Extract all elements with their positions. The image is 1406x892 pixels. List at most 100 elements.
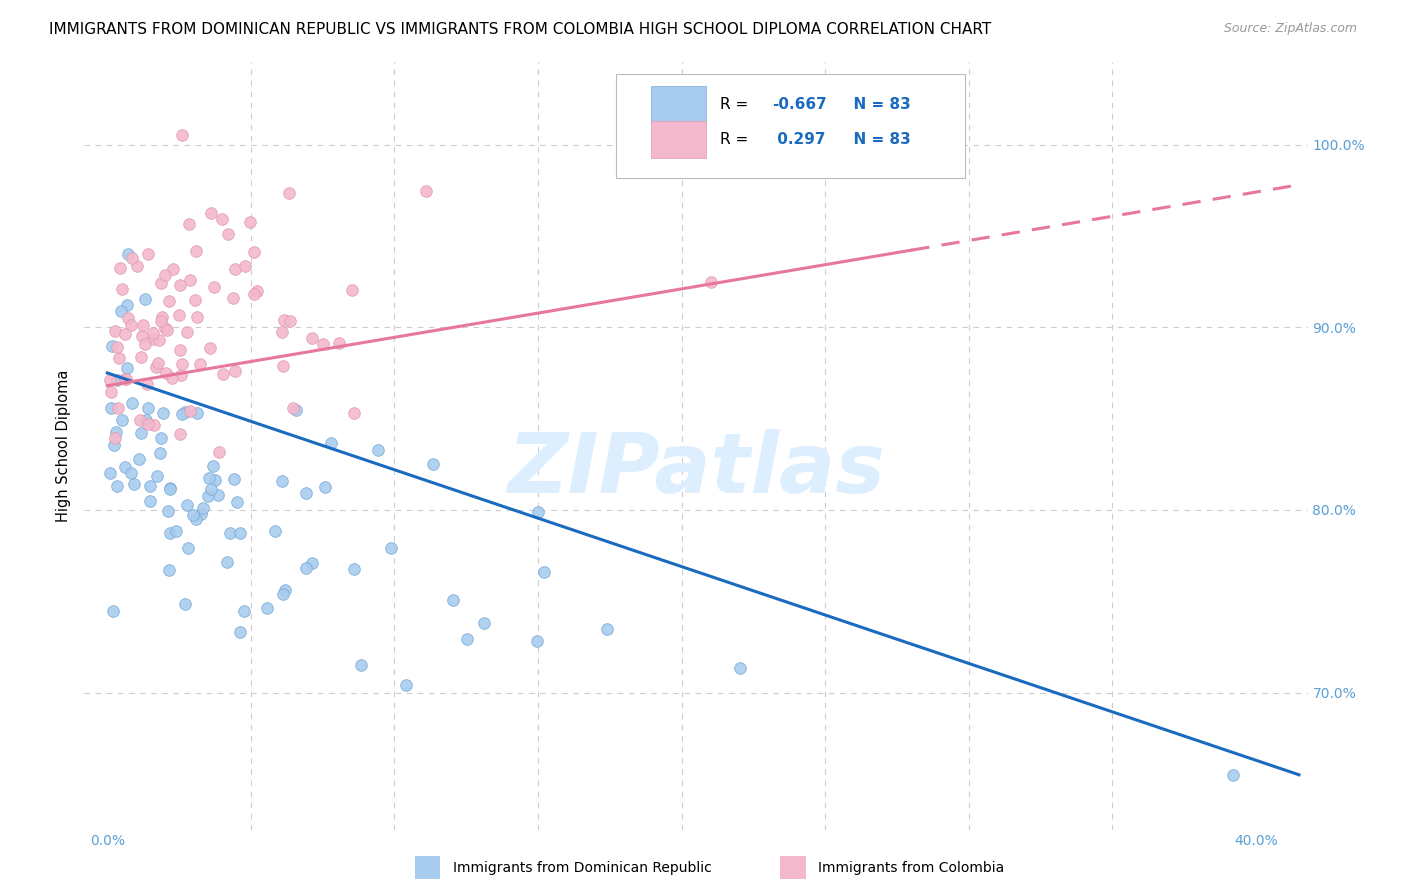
Point <box>328 336 350 351</box>
Point <box>215 555 238 569</box>
Point <box>169 277 191 292</box>
Point <box>121 396 143 410</box>
Point <box>246 284 269 298</box>
Point <box>120 466 142 480</box>
Point <box>301 556 323 570</box>
Point <box>197 489 219 503</box>
Point <box>186 512 208 526</box>
Point <box>533 565 555 579</box>
Text: Immigrants from Dominican Republic: Immigrants from Dominican Republic <box>453 861 711 875</box>
Point <box>139 479 162 493</box>
Point <box>136 401 159 415</box>
Point <box>728 661 751 675</box>
Point <box>208 445 231 459</box>
Point <box>239 215 262 229</box>
Point <box>222 472 245 486</box>
Point <box>224 364 246 378</box>
Point <box>200 341 222 355</box>
Point <box>121 251 143 265</box>
Point <box>114 459 136 474</box>
Point <box>150 310 173 325</box>
Point <box>271 359 294 373</box>
Point <box>172 128 194 143</box>
Text: ZIPatlas: ZIPatlas <box>508 428 884 509</box>
Point <box>165 524 187 539</box>
Point <box>125 259 148 273</box>
Point <box>110 282 132 296</box>
Point <box>312 337 335 351</box>
Point <box>340 283 363 297</box>
Point <box>120 318 142 332</box>
Point <box>202 459 225 474</box>
Text: IMMIGRANTS FROM DOMINICAN REPUBLIC VS IMMIGRANTS FROM COLOMBIA HIGH SCHOOL DIPLO: IMMIGRANTS FROM DOMINICAN REPUBLIC VS IM… <box>49 22 991 37</box>
Point <box>242 245 264 260</box>
Point <box>226 495 249 509</box>
Point <box>155 367 177 381</box>
Point <box>224 262 246 277</box>
Point <box>179 404 201 418</box>
Point <box>191 500 214 515</box>
Point <box>108 261 131 276</box>
Point <box>596 623 619 637</box>
Point <box>441 593 464 607</box>
Point <box>139 494 162 508</box>
Point <box>157 294 180 309</box>
Point <box>160 371 183 385</box>
Point <box>380 541 402 555</box>
Point <box>415 184 437 198</box>
Point <box>221 292 243 306</box>
Point <box>167 309 190 323</box>
Point <box>198 470 221 484</box>
Point <box>219 526 242 541</box>
Point <box>526 634 548 648</box>
Point <box>110 303 132 318</box>
Point <box>159 481 181 495</box>
Point <box>136 377 159 392</box>
Point <box>242 287 264 301</box>
Point <box>170 407 193 421</box>
Point <box>527 505 550 519</box>
Y-axis label: High School Diploma: High School Diploma <box>56 370 72 522</box>
Text: N = 83: N = 83 <box>842 97 911 112</box>
Point <box>104 431 127 445</box>
Point <box>128 452 150 467</box>
Point <box>157 563 180 577</box>
Text: R =: R = <box>720 132 754 146</box>
Point <box>101 339 124 353</box>
Point <box>285 403 308 417</box>
Point <box>131 318 153 332</box>
Point <box>229 625 252 640</box>
Point <box>395 678 418 692</box>
Point <box>190 507 212 521</box>
Point <box>148 333 170 347</box>
Point <box>177 217 200 231</box>
Point <box>107 479 129 493</box>
Point <box>270 325 292 339</box>
Point <box>100 401 122 415</box>
Point <box>143 417 166 432</box>
Point <box>200 206 222 220</box>
Point <box>204 473 226 487</box>
Point <box>174 405 197 419</box>
Point <box>156 323 179 337</box>
Point <box>159 525 181 540</box>
Point <box>136 246 159 260</box>
Point <box>129 413 152 427</box>
Point <box>474 615 496 630</box>
Point <box>150 431 173 445</box>
Text: R =: R = <box>720 97 754 112</box>
Point <box>117 247 139 261</box>
Point <box>422 457 444 471</box>
Point <box>153 321 176 335</box>
Point <box>135 412 157 426</box>
Point <box>115 360 138 375</box>
Point <box>131 329 153 343</box>
Point <box>295 561 318 575</box>
Point <box>114 372 136 386</box>
Point <box>149 276 172 290</box>
Point <box>233 259 256 273</box>
Point <box>700 275 723 289</box>
Point <box>342 406 364 420</box>
Point <box>181 508 204 522</box>
Point <box>233 604 256 618</box>
